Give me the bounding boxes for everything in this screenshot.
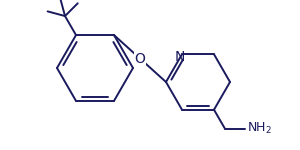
Text: N: N: [175, 50, 185, 64]
Text: O: O: [135, 52, 146, 66]
Text: NH$_2$: NH$_2$: [247, 121, 272, 136]
